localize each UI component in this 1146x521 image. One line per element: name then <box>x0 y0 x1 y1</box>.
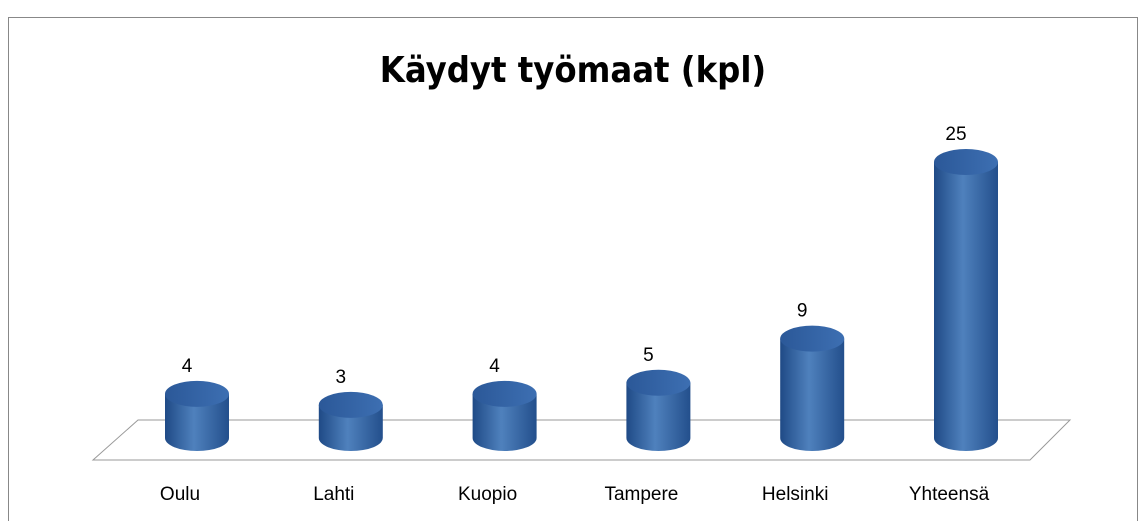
cylinder-body <box>472 393 537 451</box>
cylinder-top <box>472 380 537 407</box>
data-label: 4 <box>489 356 500 377</box>
cylinder <box>472 380 537 451</box>
data-label: 5 <box>643 345 654 366</box>
cylinder <box>780 325 845 452</box>
x-tick-label: Oulu <box>160 484 200 505</box>
cylinder <box>626 369 691 452</box>
data-label: 9 <box>797 301 808 322</box>
cylinder-top <box>934 149 998 175</box>
cylinder-body <box>780 338 845 452</box>
floor <box>91 419 1072 461</box>
cylinder <box>934 149 998 451</box>
cylinder-body <box>626 382 691 452</box>
cylinder-top <box>626 369 691 396</box>
x-tick-label: Lahti <box>313 484 354 505</box>
x-tick-label: Helsinki <box>762 484 829 505</box>
cylinder <box>165 380 229 451</box>
cylinder-top <box>318 391 383 418</box>
data-label: 4 <box>182 356 193 377</box>
cylinder <box>318 391 383 452</box>
cylinder-top <box>165 380 229 407</box>
x-tick-label: Tampere <box>604 484 678 505</box>
data-label: 25 <box>945 124 966 145</box>
data-label: 3 <box>336 367 347 388</box>
x-tick-label: Yhteensä <box>909 484 990 505</box>
chart-title: Käydyt työmaat (kpl) <box>380 50 766 91</box>
x-tick-label: Kuopio <box>458 484 517 505</box>
cylinder-body <box>165 393 229 451</box>
cylinder-body <box>934 162 998 451</box>
cylinder-body <box>318 404 383 452</box>
cylinder-top <box>780 325 845 352</box>
